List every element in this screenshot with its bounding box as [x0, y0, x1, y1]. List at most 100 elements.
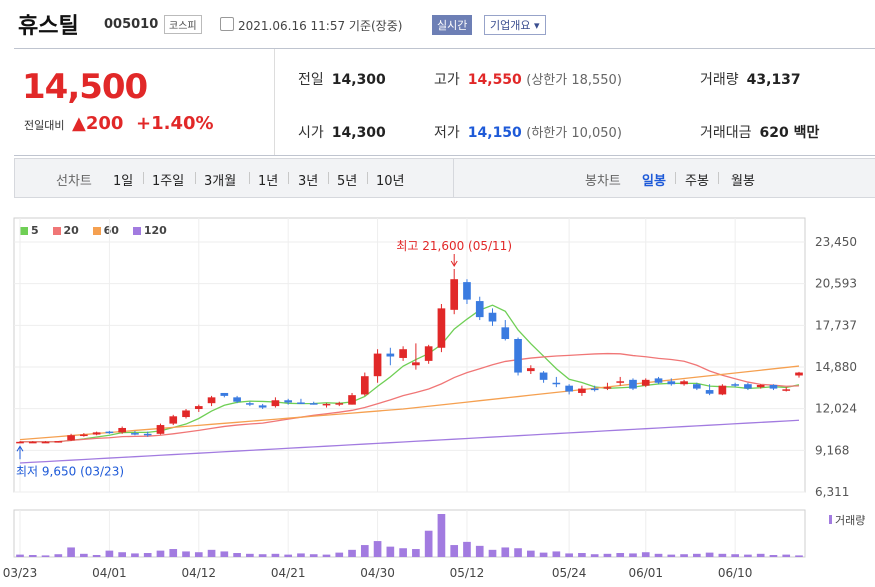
- volume-bar: [603, 553, 612, 557]
- candle-body: [744, 384, 752, 389]
- volume-bar: [629, 553, 637, 557]
- candle-body: [284, 400, 293, 403]
- tab-1w[interactable]: 1주일: [152, 174, 185, 189]
- volume-bar: [156, 550, 165, 557]
- low-cell: 저가 14,150 (하한가 10,050): [434, 122, 622, 142]
- x-tick-label: 04/21: [271, 566, 306, 580]
- swatch: [52, 227, 61, 235]
- candle-body: [501, 327, 510, 340]
- volume-bar: [552, 551, 561, 557]
- volume-value: 43,137: [746, 72, 801, 88]
- volume-bar: [386, 546, 395, 557]
- candle-body: [386, 353, 395, 357]
- company-overview-dropdown[interactable]: 기업개요 ▾: [484, 15, 546, 35]
- candle-body: [731, 384, 739, 386]
- open-value: 14,300: [331, 125, 386, 141]
- tab-10y[interactable]: 10년: [376, 174, 405, 189]
- volume-bar: [680, 554, 688, 557]
- upper-limit: (상한가 18,550): [526, 73, 622, 88]
- change-percent: +1.40%: [136, 113, 214, 134]
- x-tick-label: 06/01: [628, 566, 663, 580]
- high-value: 14,550: [467, 72, 522, 88]
- realtime-button[interactable]: 실시간: [432, 15, 473, 35]
- tab-3y[interactable]: 3년: [298, 174, 319, 189]
- volume-bar: [194, 552, 203, 557]
- volume-bar: [475, 545, 484, 557]
- volume-bar: [539, 552, 548, 557]
- volume-bar: [514, 548, 522, 557]
- candle-body: [654, 378, 663, 383]
- tab-5y[interactable]: 5년: [337, 174, 358, 189]
- x-tick-label: 04/01: [92, 566, 127, 580]
- divider: [288, 172, 289, 184]
- y-tick-label: 12,024: [815, 402, 857, 416]
- candle-body: [680, 381, 688, 385]
- max-annotation: 최고 21,600 (05/11): [396, 239, 512, 253]
- candle-body: [463, 282, 471, 300]
- volume-bar: [488, 549, 497, 557]
- volume-legend: 거래량: [835, 514, 865, 527]
- candle-body: [322, 403, 331, 406]
- candle-body: [80, 434, 88, 437]
- volume-bar: [360, 545, 369, 557]
- legend-ma120: 120: [132, 224, 167, 237]
- candle-body: [297, 402, 305, 404]
- volume-label: 거래량: [700, 72, 739, 88]
- candle-body: [373, 353, 382, 377]
- candle-body: [131, 433, 139, 435]
- volume-bar: [526, 550, 535, 557]
- candle-body: [629, 379, 637, 389]
- tab-3m[interactable]: 3개월: [204, 174, 237, 189]
- candle-body: [16, 441, 24, 444]
- candle-body: [437, 308, 446, 348]
- volume-bar: [207, 549, 216, 557]
- divider: [367, 172, 368, 184]
- ma60-line: [19, 365, 800, 441]
- volume-bar: [131, 553, 139, 557]
- high-label: 고가: [434, 72, 460, 88]
- change-label: 전일대비: [24, 119, 65, 132]
- volume-bar: [284, 554, 293, 557]
- volume-bar: [769, 555, 778, 557]
- stock-name: 휴스틸: [18, 14, 79, 39]
- volume-bar: [731, 554, 739, 557]
- x-tick-label: 05/24: [552, 566, 587, 580]
- volume-bar: [80, 553, 88, 557]
- volume-bar: [297, 553, 305, 557]
- min-arrow-head: [16, 445, 24, 452]
- tab-monthly[interactable]: 월봉: [731, 174, 755, 189]
- candle-body: [348, 395, 356, 405]
- candle-body: [475, 301, 484, 318]
- candle-body: [92, 432, 101, 435]
- volume-bar: [667, 554, 676, 557]
- candle-body: [424, 346, 433, 361]
- candle-body: [539, 372, 548, 380]
- candle-body: [667, 381, 676, 385]
- y-tick-label: 20,593: [815, 277, 857, 291]
- clock-icon: [220, 17, 234, 31]
- volume-bar: [348, 549, 356, 557]
- volume-bar: [578, 553, 586, 557]
- low-label: 저가: [434, 125, 460, 141]
- volume-bar: [782, 554, 791, 557]
- ma120-line: [19, 419, 800, 464]
- volume-bar: [220, 551, 229, 557]
- legend-label: 5: [31, 224, 39, 237]
- prev-close-value: 14,300: [331, 72, 386, 88]
- volume-bar: [565, 553, 573, 557]
- x-tick-label: 06/10: [718, 566, 753, 580]
- tab-weekly[interactable]: 주봉: [685, 174, 709, 189]
- current-price: 14,500: [22, 67, 148, 107]
- volume-bar: [501, 547, 510, 557]
- y-tick-label: 17,737: [815, 318, 857, 332]
- tab-1d[interactable]: 1일: [113, 174, 134, 189]
- y-tick-label: 9,168: [815, 443, 849, 457]
- divider: [328, 172, 329, 184]
- volume-bar: [693, 553, 701, 557]
- divider: [143, 172, 144, 184]
- tab-1y[interactable]: 1년: [258, 174, 279, 189]
- prev-close-label: 전일: [298, 72, 324, 88]
- tab-daily[interactable]: 일봉: [642, 174, 666, 189]
- candle-body: [246, 403, 254, 405]
